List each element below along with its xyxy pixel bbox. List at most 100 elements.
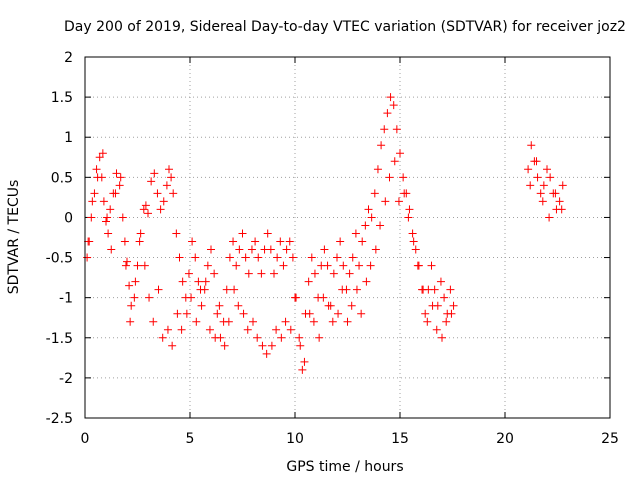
data-point xyxy=(253,333,262,342)
data-point xyxy=(139,205,148,214)
data-point xyxy=(527,141,536,150)
data-point xyxy=(555,197,564,206)
data-points xyxy=(83,93,567,374)
y-tick-label: 1.5 xyxy=(51,90,73,106)
data-point xyxy=(99,197,108,206)
data-point xyxy=(215,301,224,310)
data-point xyxy=(408,229,417,238)
data-point xyxy=(116,173,125,182)
data-point xyxy=(158,333,167,342)
data-point xyxy=(112,169,121,178)
data-point xyxy=(220,341,229,350)
data-point xyxy=(370,189,379,198)
data-point xyxy=(173,309,182,318)
data-point xyxy=(533,173,542,182)
y-tick-label: 0.5 xyxy=(51,170,73,186)
data-point xyxy=(551,189,560,198)
data-point xyxy=(145,293,154,302)
data-point xyxy=(355,261,364,270)
data-point xyxy=(380,125,389,134)
data-point xyxy=(352,285,361,294)
data-point xyxy=(127,301,136,310)
data-point xyxy=(249,317,257,326)
data-point xyxy=(118,213,127,222)
data-point xyxy=(156,205,165,214)
x-tick-label: 0 xyxy=(81,431,90,447)
data-point xyxy=(436,277,445,286)
data-point xyxy=(411,245,420,254)
y-tick-label: -0.5 xyxy=(46,251,73,267)
data-point xyxy=(328,317,337,326)
data-point xyxy=(147,177,156,186)
y-tick-label: -2.5 xyxy=(46,411,73,427)
data-point xyxy=(211,333,220,342)
data-point xyxy=(107,245,116,254)
data-point xyxy=(281,317,290,326)
data-point xyxy=(526,181,535,190)
data-point xyxy=(238,229,247,238)
data-point xyxy=(270,269,278,278)
data-point xyxy=(288,253,297,262)
data-point xyxy=(213,309,222,318)
data-point xyxy=(409,237,418,246)
data-point xyxy=(276,237,285,246)
data-point xyxy=(543,165,551,174)
data-point xyxy=(205,325,214,334)
data-point xyxy=(440,293,449,302)
data-point xyxy=(224,317,233,326)
data-point xyxy=(558,181,567,190)
data-point xyxy=(130,293,139,302)
data-point xyxy=(315,333,324,342)
data-point xyxy=(405,205,414,214)
data-point xyxy=(172,229,181,238)
data-point xyxy=(177,325,186,334)
x-axis-title: GPS time / hours xyxy=(286,459,403,475)
data-point xyxy=(347,301,356,310)
data-point xyxy=(169,189,178,198)
x-tick-label: 20 xyxy=(496,431,514,447)
data-point xyxy=(304,277,313,286)
data-point xyxy=(361,221,370,230)
data-point xyxy=(232,261,241,270)
data-point xyxy=(258,341,267,350)
data-point xyxy=(182,309,191,318)
data-point xyxy=(178,277,187,286)
data-point xyxy=(121,261,130,270)
data-point xyxy=(222,285,231,294)
data-point xyxy=(175,253,184,262)
data-point xyxy=(309,317,318,326)
data-point xyxy=(95,153,104,162)
data-point xyxy=(203,261,212,270)
data-point xyxy=(390,157,399,166)
data-point xyxy=(104,229,113,238)
chart-title: Day 200 of 2019, Sidereal Day-to-day VTE… xyxy=(64,19,626,35)
data-point xyxy=(197,301,206,310)
data-point xyxy=(254,253,263,262)
data-point xyxy=(149,317,158,326)
data-point xyxy=(115,181,124,190)
axis-ticks xyxy=(84,56,611,419)
data-point xyxy=(272,325,281,334)
data-point xyxy=(234,301,243,310)
data-point xyxy=(277,333,286,342)
y-tick-label: 2 xyxy=(64,50,73,66)
data-point xyxy=(389,101,398,110)
data-point xyxy=(423,317,432,326)
data-point xyxy=(438,333,446,342)
data-point xyxy=(338,285,347,294)
data-point xyxy=(376,221,385,230)
data-point xyxy=(90,189,99,198)
data-point xyxy=(150,169,159,178)
data-point xyxy=(126,317,135,326)
data-point xyxy=(449,301,458,310)
x-tick-label: 10 xyxy=(286,431,304,447)
data-point xyxy=(362,277,371,286)
x-tick-label: 15 xyxy=(391,431,409,447)
data-point xyxy=(286,325,295,334)
data-point xyxy=(207,245,215,254)
data-point xyxy=(267,341,276,350)
data-point xyxy=(307,253,316,262)
data-point xyxy=(386,93,395,102)
data-point xyxy=(323,261,332,270)
data-point xyxy=(106,205,115,214)
